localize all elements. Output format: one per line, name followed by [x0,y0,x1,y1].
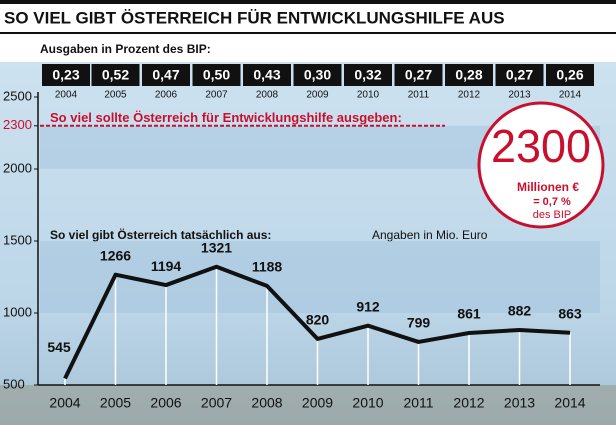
unit-note: Angaben in Mio. Euro [372,228,488,242]
share-label: 0,23 [52,67,79,83]
y-tick-label: 500 [3,376,25,391]
title-rule [0,32,616,34]
share-year: 2011 [408,90,430,101]
share-label: 0,43 [253,67,280,83]
data-label: 799 [407,315,431,331]
x-tick-label: 2006 [150,395,181,411]
y-tick-label: 1500 [3,232,32,247]
data-label: 882 [508,303,532,319]
share-label: 0,27 [506,67,533,83]
data-label: 861 [457,306,481,322]
share-box [91,64,140,86]
data-label: 1321 [201,239,232,255]
plot-background [0,34,616,425]
share-box [293,64,342,86]
share-label: 0,26 [556,67,583,83]
data-label: 820 [306,312,330,328]
share-year: 2005 [104,90,127,101]
share-box [445,64,493,86]
target-value: 2300 [491,120,591,172]
share-box [344,64,392,86]
x-tick-label: 2008 [251,395,282,411]
series-label: So viel gibt Österreich tatsächlich aus: [50,227,271,242]
subtitle-band [0,34,616,62]
data-line [63,264,571,380]
data-label: 1194 [151,258,182,274]
share-year: 2008 [256,90,279,101]
x-tick-label: 2014 [554,395,585,411]
chart-title: SO VIEL GIBT ÖSTERREICH FÜR ENTWICKLUNGS… [4,8,505,27]
share-year: 2012 [458,90,481,101]
share-label: 0,30 [304,67,331,83]
x-tick-label: 2007 [201,395,232,411]
target-circle [477,101,605,229]
data-label: 1266 [100,247,131,263]
share-box [394,64,443,86]
x-tick-label: 2013 [504,395,535,411]
x-tick-label: 2005 [100,395,131,411]
share-year: 2004 [55,90,78,101]
share-year: 2007 [205,90,228,101]
share-year: 2013 [508,90,531,101]
x-tick-label: 2004 [49,395,80,411]
x-tick-label: 2010 [352,395,383,411]
share-year: 2009 [306,90,329,101]
y-tick-label: 1000 [3,304,32,319]
share-label: 0,28 [455,67,482,83]
share-label: 0,32 [354,67,381,83]
share-label: 0,50 [203,67,230,83]
share-box [243,64,291,86]
share-year: 2014 [559,90,582,101]
subtitle: Ausgaben in Prozent des BIP: [40,42,211,56]
target-label: So viel sollte Österreich für Entwicklun… [50,110,402,125]
x-tick-label: 2011 [403,395,433,411]
share-box [546,64,594,86]
target-share: = 0,7 % [533,196,571,208]
data-label: 1188 [252,259,283,275]
share-box [192,64,241,86]
y-tick-label: 2500 [3,88,32,103]
data-label: 863 [558,305,582,321]
share-year: 2010 [357,90,380,101]
ground [0,385,616,425]
x-tick-label: 2012 [453,395,484,411]
share-box [42,64,90,86]
target-share-note: des BIP [533,209,572,221]
share-label: 0,27 [405,67,432,83]
share-label: 0,47 [152,67,179,83]
share-year: 2006 [155,90,178,101]
target-unit: Millionen € [517,180,579,194]
data-label: 545 [47,339,71,355]
y-tick-label: 2000 [3,160,32,175]
share-box [495,64,544,86]
share-label: 0,52 [102,67,129,83]
data-label: 912 [356,298,380,314]
top-bar [0,0,616,4]
y-tick-label: 2300 [3,117,32,132]
share-box [142,64,190,86]
x-tick-label: 2009 [302,395,333,411]
